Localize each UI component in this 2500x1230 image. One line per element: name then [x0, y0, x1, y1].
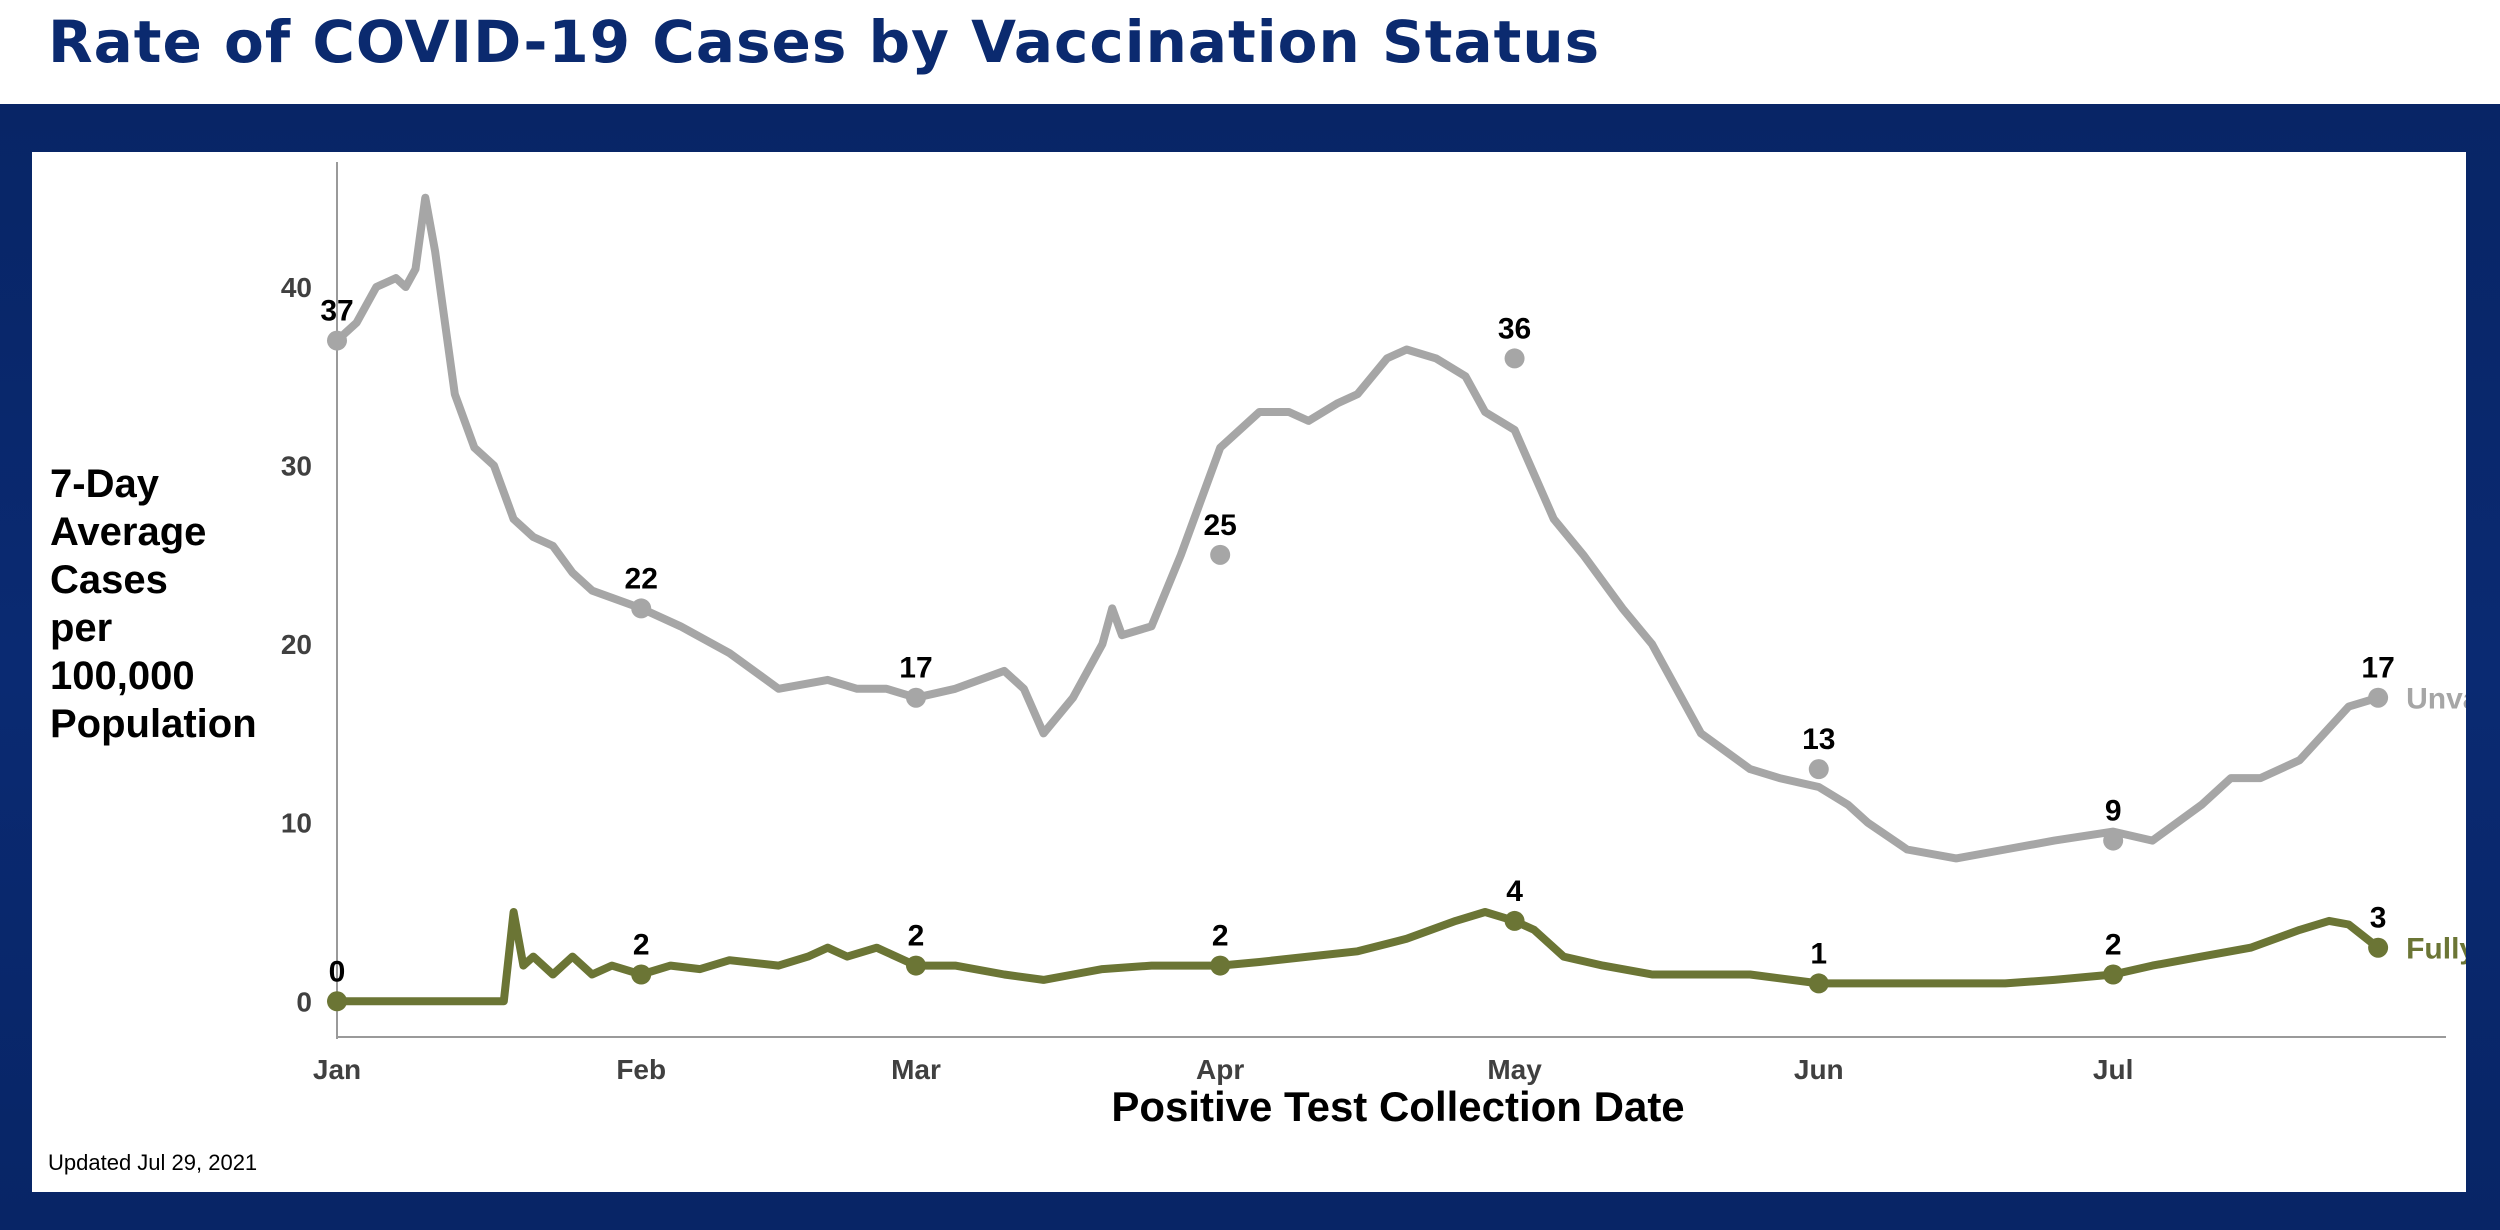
unvaccinated-data-label: 13 — [1802, 723, 1835, 756]
y-tick-label: 10 — [281, 808, 312, 839]
fully-vaccinated-point — [1210, 955, 1231, 976]
title-bar: Rate of COVID-19 Cases by Vaccination St… — [0, 0, 2500, 104]
x-axis-label: Positive Test Collection Date — [1111, 1083, 1685, 1130]
unvaccinated-data-label: 22 — [625, 562, 658, 595]
unvaccinated-data-label: 25 — [1203, 509, 1236, 542]
fully-vaccinated-data-label: 2 — [633, 929, 650, 962]
page-title: Rate of COVID-19 Cases by Vaccination St… — [48, 8, 1601, 76]
fully-vaccinated-point — [327, 991, 347, 1012]
fully-vaccinated-point — [631, 964, 652, 985]
fully-vaccinated-data-label: 0 — [329, 955, 346, 988]
fully-vaccinated-data-label: 2 — [1212, 920, 1229, 953]
fully-vaccinated-data-label: 2 — [2105, 929, 2122, 962]
unvaccinated-point — [1808, 759, 1829, 780]
unvaccinated-point — [2368, 687, 2389, 708]
unvaccinated-data-label: 37 — [320, 295, 353, 328]
x-tick-label: Jul — [2093, 1054, 2133, 1085]
unvaccinated-data-label: 9 — [2105, 795, 2122, 828]
x-tick-label: Jun — [1794, 1054, 1844, 1085]
fully-vaccinated-data-label: 4 — [1506, 875, 1523, 908]
x-tick-label: Apr — [1196, 1054, 1244, 1085]
unvaccinated-series-label: Unvaccinated — [2406, 683, 2466, 716]
y-tick-label: 30 — [281, 451, 312, 482]
unvaccinated-data-label: 17 — [899, 652, 932, 685]
updated-note: Updated Jul 29, 2021 — [48, 1150, 258, 1175]
unvaccinated-data-label: 17 — [2361, 652, 2394, 685]
fully-vaccinated-series-label: Fully vaccinated — [2406, 933, 2466, 966]
fully-vaccinated-data-label: 2 — [908, 920, 925, 953]
unvaccinated-point — [905, 687, 926, 708]
fully-vaccinated-point — [2103, 964, 2124, 985]
x-tick-label: May — [1487, 1054, 1542, 1085]
y-tick-label: 40 — [281, 272, 312, 303]
x-tick-label: Jan — [313, 1054, 361, 1085]
fully-vaccinated-data-label: 1 — [1810, 937, 1827, 970]
chart-panel: 0 10 20 30 40 Jan Feb Mar Apr May Jun Jul 37 22 17 25 36… — [32, 152, 2466, 1192]
unvaccinated-line — [333, 193, 2383, 863]
unvaccinated-point — [2103, 830, 2124, 851]
fully-vaccinated-line — [333, 908, 2383, 1006]
unvaccinated-point — [1504, 348, 1525, 369]
y-tick-label: 20 — [281, 629, 312, 660]
x-tick-label: Mar — [891, 1054, 941, 1085]
unvaccinated-point — [631, 598, 652, 619]
y-axis-label: 7-Day Average Cases per 100,000 Populati… — [50, 462, 257, 746]
fully-vaccinated-point — [1808, 973, 1829, 994]
fully-vaccinated-point — [1504, 910, 1525, 931]
unvaccinated-point — [1210, 544, 1231, 565]
fully-vaccinated-data-label: 3 — [2370, 902, 2387, 935]
x-tick-label: Feb — [616, 1054, 666, 1085]
unvaccinated-data-label: 36 — [1498, 312, 1531, 345]
fully-vaccinated-point — [905, 955, 926, 976]
y-tick-label: 0 — [296, 986, 312, 1017]
unvaccinated-point — [327, 330, 347, 351]
fully-vaccinated-point — [2368, 937, 2389, 958]
